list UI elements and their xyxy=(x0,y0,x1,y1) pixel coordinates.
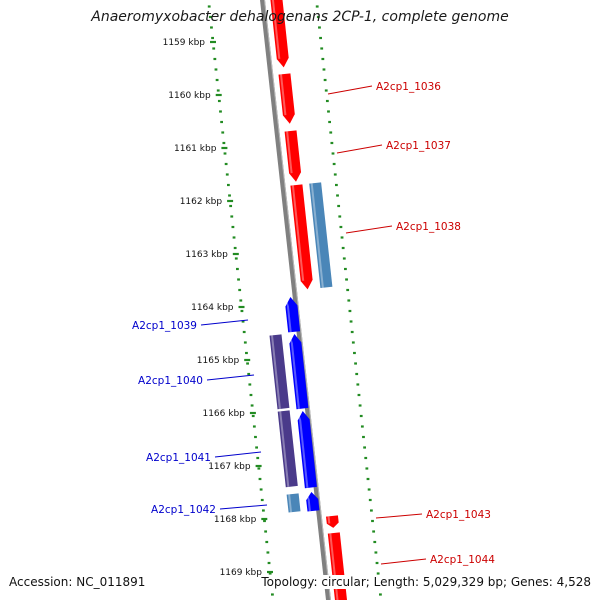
gene-leader-line xyxy=(336,144,383,154)
gene-label: A2cp1_1040 xyxy=(138,375,203,387)
cds-feature xyxy=(306,492,320,512)
accession-text: Accession: NC_011891 xyxy=(9,575,146,589)
gene-leader-line xyxy=(219,504,268,510)
gene-label: A2cp1_1044 xyxy=(430,554,495,566)
feature-highlight xyxy=(289,334,300,410)
gene-leader-line xyxy=(214,451,262,458)
kbp-tick-label: 1165 kbp xyxy=(197,356,240,366)
gene-label: A2cp1_1036 xyxy=(376,81,441,93)
cds-feature xyxy=(285,297,301,333)
backbone-track xyxy=(260,0,331,600)
map-title: Anaeromyxobacter dehalogenans 2CP-1, com… xyxy=(91,9,509,25)
rna-feature xyxy=(269,334,290,410)
gene-label: A2cp1_1041 xyxy=(146,452,211,464)
feature-highlight xyxy=(327,516,331,524)
genome-backbone xyxy=(260,0,331,600)
gene-leader-line xyxy=(345,225,393,234)
cds-feature xyxy=(289,334,309,410)
feature-highlight xyxy=(279,411,290,487)
kbp-tick-label: 1164 kbp xyxy=(191,303,234,313)
gene-leader-line xyxy=(327,85,373,95)
cds-feature xyxy=(278,73,295,124)
feature-highlight xyxy=(271,335,281,410)
rna-feature xyxy=(286,493,301,513)
kbp-tick-label: 1166 kbp xyxy=(202,409,245,419)
feature-highlight xyxy=(286,131,293,174)
gene-leader-line xyxy=(375,513,423,519)
cds-feature xyxy=(290,184,313,290)
gene-leader-line xyxy=(380,558,427,565)
gc-skew-track xyxy=(207,5,382,596)
kbp-tick-label: 1167 kbp xyxy=(208,462,251,472)
kbp-tick-label: 1159 kbp xyxy=(163,38,206,48)
gene-label: A2cp1_1037 xyxy=(386,140,451,152)
gene-leader-line xyxy=(200,319,249,326)
gene-label: A2cp1_1042 xyxy=(151,504,216,516)
feature-highlight xyxy=(288,494,292,513)
gene-label: A2cp1_1043 xyxy=(426,509,491,521)
kbp-tick-label: 1162 kbp xyxy=(180,197,223,207)
feature-track xyxy=(269,0,347,600)
cds-feature xyxy=(326,515,339,528)
cds-feature xyxy=(297,411,317,489)
gene-label: A2cp1_1039 xyxy=(132,320,197,332)
kbp-tick-label: 1169 kbp xyxy=(220,568,263,578)
kbp-tick-label: 1161 kbp xyxy=(174,144,217,154)
kbp-tick-label: 1160 kbp xyxy=(168,91,211,101)
kbp-tick-label: 1163 kbp xyxy=(185,250,228,260)
feature-highlight xyxy=(291,185,305,281)
rna-feature xyxy=(277,410,298,488)
feature-highlight xyxy=(280,74,287,116)
feature-highlight xyxy=(298,411,309,488)
cds-feature xyxy=(270,0,289,68)
feature-highlight xyxy=(271,0,281,59)
feature-highlight xyxy=(286,297,292,333)
genome-backbone-highlight xyxy=(264,0,331,600)
feature-highlight xyxy=(306,492,311,512)
genome-summary-text: Topology: circular; Length: 5,029,329 bp… xyxy=(261,575,591,589)
gene-leader-line xyxy=(206,374,255,381)
kbp-tick-label: 1168 kbp xyxy=(214,515,257,525)
cds-feature xyxy=(284,130,301,182)
feature-highlight xyxy=(310,183,324,288)
gene-label-layer: A2cp1_1036 A2cp1_1037 A2cp1_1038 A2cp1_1039… xyxy=(132,81,495,566)
gene-label: A2cp1_1038 xyxy=(396,221,461,233)
kbp-scale: 1159 kbp 1160 kbp 1161 kbp 1162 kbp 1163 kbp… xyxy=(163,38,273,578)
rna-feature xyxy=(309,182,333,288)
